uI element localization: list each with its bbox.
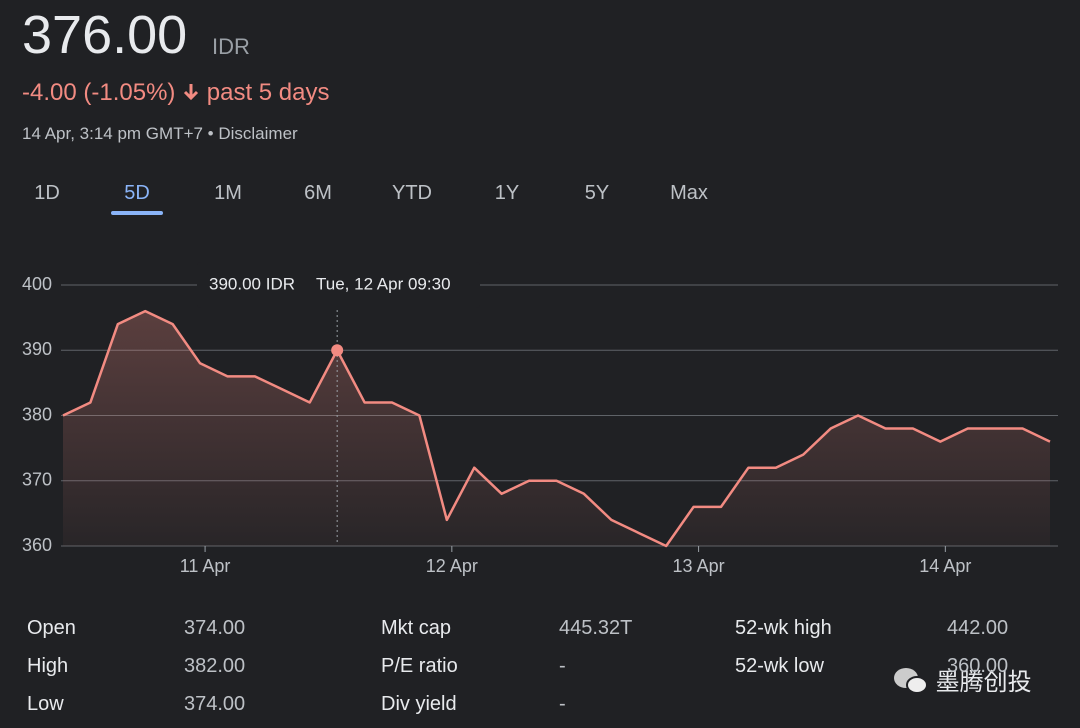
range-tab[interactable]: 5D — [124, 182, 150, 204]
wechat-icon — [894, 668, 928, 694]
x-tick-label: 14 Apr — [919, 556, 971, 576]
watermark: 墨腾创投 — [893, 662, 1032, 697]
range-tab[interactable]: 6M — [304, 182, 332, 204]
stat-value: 360.00 — [947, 655, 1009, 677]
x-tick-label: 13 Apr — [673, 556, 725, 576]
range-tab[interactable]: 1Y — [494, 182, 520, 204]
y-tick-label: 360 — [22, 535, 52, 555]
range-tab[interactable]: 5Y — [584, 182, 610, 204]
hover-point — [331, 344, 344, 357]
tooltip-time: Tue, 12 Apr 09:30 — [316, 274, 451, 293]
range-tab[interactable]: YTD — [392, 182, 432, 204]
stat-label: Low — [27, 693, 64, 715]
stat-value: 442.00 — [947, 617, 1009, 639]
y-tick-label: 400 — [22, 274, 52, 294]
y-tick-label: 380 — [22, 404, 52, 424]
timestamp: 14 Apr, 3:14 pm GMT+7 • Disclaimer — [22, 124, 298, 143]
price-line — [62, 309, 1051, 548]
stat-value: 445.32T — [559, 617, 633, 639]
stat-value: 374.00 — [184, 693, 246, 715]
period: past 5 days — [206, 79, 330, 106]
down-arrow — [184, 84, 199, 101]
currency: IDR — [212, 34, 250, 59]
stat-label: High — [27, 655, 69, 677]
stat-value: 382.00 — [184, 655, 246, 677]
tooltip-value: 390.00 IDR — [209, 274, 295, 293]
stat-label: Mkt cap — [381, 617, 452, 639]
tab-indicator — [111, 211, 163, 215]
x-tick-label: 11 Apr — [180, 556, 231, 576]
tooltip-box — [197, 262, 480, 308]
stat-value: - — [559, 655, 566, 677]
watermark-text: 墨腾创投 — [935, 669, 1032, 696]
chart: 360 370 380 390 400 11 Apr 12 Apr 13 Apr 14 Apr 3… — [22, 262, 1058, 576]
x-tick-label: 12 Apr — [426, 556, 478, 576]
price: 376.00 — [22, 5, 188, 65]
change: -4.00 (-1.05%) past 5 days — [22, 79, 330, 107]
stat-label: Div yield — [381, 693, 457, 715]
stat-value: 374.00 — [184, 617, 246, 639]
range-tab[interactable]: 1D — [34, 182, 60, 204]
stat-label: P/E ratio — [381, 655, 458, 677]
stat-label: Open — [27, 617, 76, 639]
stat-value: - — [559, 693, 566, 715]
range-tab[interactable]: Max — [670, 182, 708, 204]
stat-label: 52-wk high — [735, 617, 832, 639]
range-tab[interactable]: 1M — [214, 182, 242, 204]
stat-label: 52-wk low — [735, 655, 824, 677]
y-tick-label: 370 — [22, 470, 52, 490]
y-tick-label: 390 — [22, 339, 52, 359]
area — [63, 311, 1050, 546]
change-value: -4.00 (-1.05%) — [22, 79, 176, 106]
